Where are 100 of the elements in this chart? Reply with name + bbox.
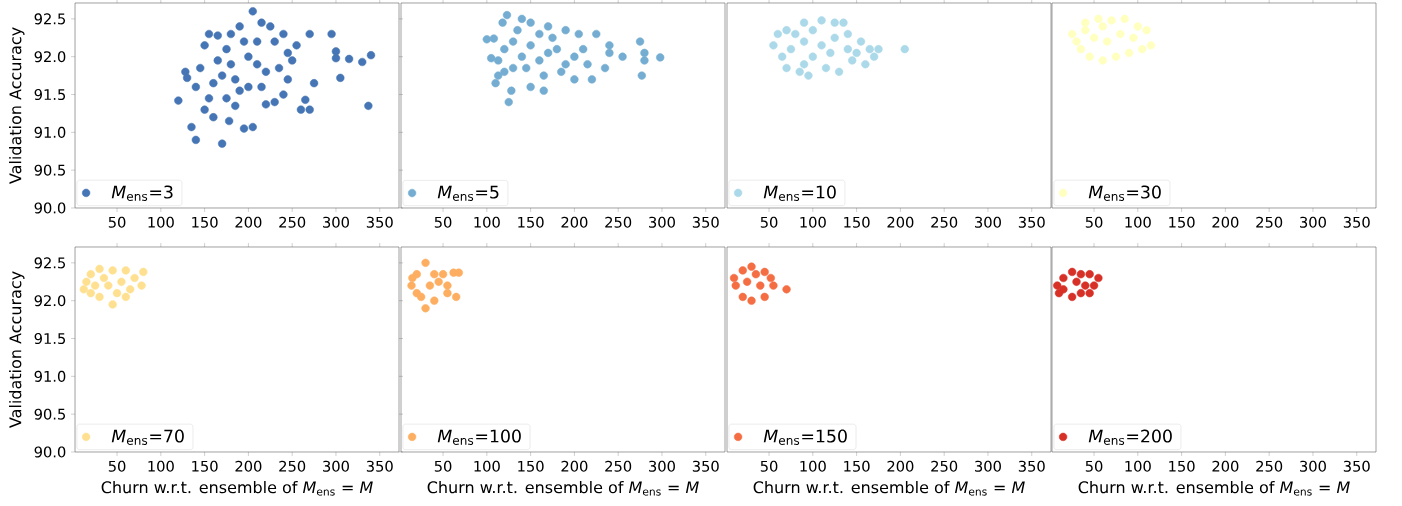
legend-label: M$_{ens}$=150	[763, 429, 847, 445]
point	[743, 277, 752, 286]
x-tick-label: 50	[434, 460, 452, 472]
x-tick-label: 50	[760, 460, 778, 472]
point	[412, 270, 421, 279]
y-axis-title: Validation Accuracy	[9, 27, 25, 184]
point	[830, 33, 839, 42]
point	[452, 292, 461, 302]
point	[782, 26, 791, 35]
point	[126, 285, 135, 294]
point	[782, 285, 791, 294]
point	[834, 67, 844, 76]
point	[1129, 33, 1138, 42]
point	[1103, 37, 1112, 46]
point	[517, 14, 526, 24]
point	[494, 56, 503, 65]
x-tick-label: 50	[434, 216, 452, 228]
point	[1120, 14, 1129, 24]
point	[104, 281, 113, 290]
point	[808, 52, 817, 61]
point	[856, 37, 866, 46]
x-tick-label: 250	[605, 460, 632, 472]
x-tick-label: 200	[561, 460, 588, 472]
x-tick-label: 250	[931, 216, 958, 228]
point	[874, 45, 883, 54]
x-tick-label: 250	[605, 216, 632, 228]
x-tick-label: 150	[192, 460, 218, 472]
point	[1081, 26, 1090, 35]
point	[417, 292, 426, 302]
point	[1107, 16, 1116, 25]
x-tick-label: 350	[366, 216, 393, 228]
point	[1133, 22, 1142, 31]
x-tick-label: 200	[235, 216, 262, 228]
point	[443, 289, 452, 298]
x-tick-label: 350	[1343, 216, 1370, 228]
x-tick-label: 300	[975, 216, 1001, 228]
y-tick-label: 92.0	[34, 295, 66, 307]
point	[729, 273, 739, 283]
x-tick-label: 200	[887, 216, 914, 228]
point	[635, 37, 645, 46]
x-tick-label: 100	[474, 460, 500, 472]
x-tick-label: 50	[760, 216, 778, 228]
x-tick-label: 250	[1256, 216, 1283, 228]
point	[539, 71, 548, 80]
x-tick-label: 350	[366, 460, 393, 472]
x-tick-label: 200	[1212, 216, 1239, 228]
point	[1081, 281, 1090, 290]
point	[1076, 45, 1086, 54]
point	[747, 262, 756, 271]
x-tick-label: 100	[148, 216, 174, 228]
x-tick-label: 100	[474, 216, 500, 228]
point	[1124, 48, 1134, 58]
point	[769, 41, 778, 50]
y-tick-label: 90.5	[34, 408, 66, 420]
point	[804, 71, 813, 80]
point	[756, 281, 765, 290]
point	[738, 266, 747, 275]
point	[782, 63, 791, 73]
point	[99, 273, 109, 283]
point	[640, 48, 649, 58]
x-axis-title: Churn w.r.t. ensemble of M$_{ens}$ = M	[427, 480, 699, 496]
point	[760, 267, 769, 277]
x-tick-label: 300	[649, 216, 675, 228]
point	[1098, 56, 1107, 65]
x-tick-label: 300	[323, 460, 349, 472]
x-tick-label: 350	[692, 460, 719, 472]
x-tick-label: 150	[192, 216, 218, 228]
point	[747, 296, 756, 305]
x-tick-label: 200	[561, 216, 588, 228]
y-tick-label: 91.0	[34, 126, 66, 138]
x-tick-label: 150	[518, 216, 544, 228]
point	[579, 45, 588, 54]
point	[117, 277, 126, 286]
x-tick-label: 100	[800, 460, 826, 472]
y-tick-label: 90.0	[34, 446, 66, 458]
point	[121, 292, 130, 302]
point	[86, 270, 95, 279]
point	[543, 22, 553, 31]
point	[791, 29, 800, 39]
point	[869, 52, 879, 61]
point	[799, 37, 809, 46]
point	[738, 292, 747, 302]
point	[808, 26, 817, 35]
point	[489, 34, 498, 43]
point	[839, 18, 848, 27]
point	[502, 10, 512, 20]
x-tick-label: 300	[323, 216, 349, 228]
x-tick-label: 200	[1212, 460, 1239, 472]
point	[108, 300, 117, 309]
x-tick-label: 300	[1300, 460, 1326, 472]
x-tick-label: 300	[649, 460, 675, 472]
point	[421, 304, 430, 313]
legend-label: M$_{ens}$=10	[763, 185, 836, 201]
point	[535, 56, 544, 65]
point	[618, 52, 627, 61]
point	[826, 48, 835, 58]
point	[526, 41, 535, 50]
point	[574, 29, 583, 39]
point	[1089, 281, 1099, 290]
point	[1059, 285, 1068, 294]
